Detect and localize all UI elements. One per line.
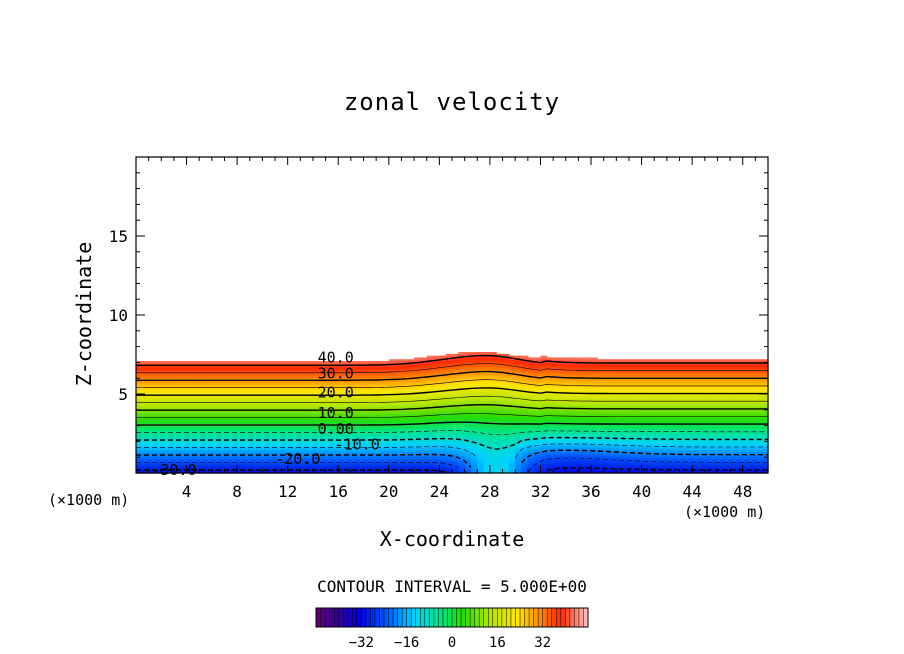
- z-tick-label: 15: [109, 227, 128, 246]
- x-tick-label: 36: [581, 482, 600, 501]
- contour-interval-label: CONTOUR INTERVAL = 5.000E+00: [317, 577, 587, 596]
- x-tick-label: 16: [329, 482, 348, 501]
- contour-lines: [136, 354, 768, 473]
- z-tick-label: 5: [118, 385, 128, 404]
- z-unit-label: (×1000 m): [48, 491, 130, 509]
- contour-label: 30.0: [318, 364, 354, 382]
- contour-label: 40.0: [318, 349, 354, 367]
- x-tick-label: 8: [232, 482, 242, 501]
- x-axis-label: X-coordinate: [379, 527, 525, 551]
- contour-line: [136, 436, 768, 450]
- contour-line: [136, 443, 768, 459]
- contour-line: [136, 457, 768, 473]
- contour-line: [136, 379, 768, 388]
- contour-line: [136, 430, 768, 436]
- x-tick-label: 24: [430, 482, 449, 501]
- contour-line: [136, 387, 768, 396]
- x-tick-label: 4: [182, 482, 192, 501]
- contour-label: 20.0: [318, 383, 354, 401]
- colorbar: [315, 607, 589, 628]
- contour-field: [136, 352, 769, 474]
- contour-line: [136, 370, 768, 381]
- contour-line: [136, 421, 768, 426]
- x-unit-label: (×1000 m): [684, 503, 766, 521]
- contour-line: [136, 354, 768, 366]
- contour-line: [136, 363, 768, 374]
- x-tick-label: 32: [531, 482, 550, 501]
- contour-label: -20.0: [275, 450, 320, 468]
- contour-line: [136, 413, 768, 418]
- contour-label: 0.00: [318, 420, 354, 438]
- chart-title: zonal velocity: [343, 88, 561, 116]
- contour-label: 10.0: [318, 404, 354, 422]
- contour-line: [136, 403, 768, 411]
- colorbar-tick-label: 0: [448, 635, 456, 651]
- contour-line: [136, 467, 768, 473]
- colorbar-tick-label: 16: [489, 635, 506, 651]
- z-tick-label: 10: [109, 306, 128, 325]
- colorbar-tick-label: −32: [349, 635, 374, 651]
- x-tick-label: 44: [683, 482, 702, 501]
- x-tick-label: 12: [278, 482, 297, 501]
- contour-line: [136, 395, 768, 403]
- colorbar-tick-label: 32: [534, 635, 551, 651]
- x-tick-label: 28: [480, 482, 499, 501]
- y-axis-label: Z-coordinate: [72, 241, 96, 387]
- x-tick-label: 40: [632, 482, 651, 501]
- x-tick-label: 20: [379, 482, 398, 501]
- x-tick-label: 48: [733, 482, 752, 501]
- contour-line: [136, 449, 768, 468]
- contour-label: -10.0: [335, 436, 380, 454]
- colorbar-tick-label: −16: [394, 635, 419, 651]
